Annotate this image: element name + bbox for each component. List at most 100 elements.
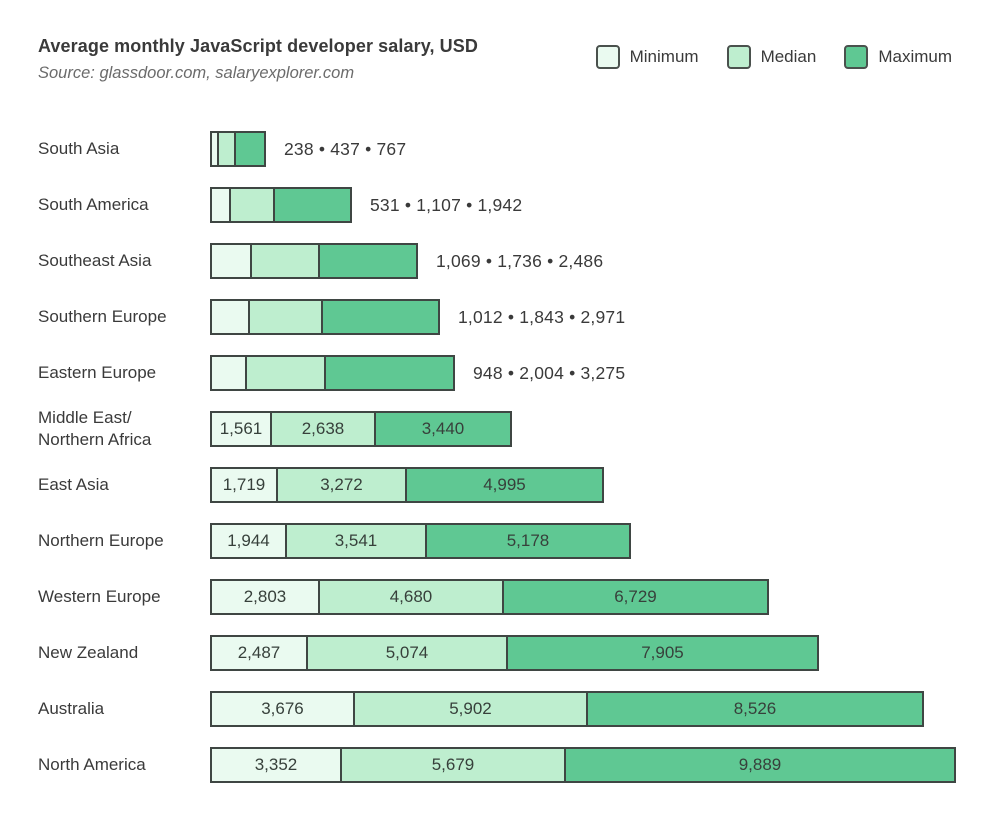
chart-row: North America 3,352 5,679 9,889 (38, 747, 956, 783)
segment-value: 2,638 (301, 419, 345, 438)
category-label: Northern Europe (38, 530, 164, 550)
legend-swatch-median (726, 45, 751, 69)
bar-segment-maximum: 9,889 (566, 747, 956, 783)
segment-value: 2,803 (243, 587, 287, 606)
bar-segment-minimum (210, 299, 250, 335)
bar-segment-maximum (236, 131, 266, 167)
chart-row: Western Europe 2,803 4,680 6,729 (38, 579, 952, 615)
chart-header: Average monthly JavaScript developer sal… (38, 36, 952, 83)
legend-label-minimum: Minimum (629, 47, 699, 66)
category-label: East Asia (38, 474, 109, 494)
chart-row: Eastern Europe 948 • 2,004 • 3,275 (38, 355, 952, 391)
category-label: South Asia (38, 138, 120, 158)
outside-values: 238 • 437 • 767 (284, 138, 407, 159)
segment-value: 9,889 (738, 755, 782, 774)
bar-segment-median: 5,679 (342, 747, 566, 783)
bar: 3,352 5,679 9,889 (210, 747, 956, 783)
bar-segment-minimum (210, 131, 219, 167)
bar (210, 299, 440, 335)
chart-rows: South Asia 238 • 437 • 767 South America 53… (38, 131, 956, 783)
segment-value: 8,526 (733, 699, 777, 718)
legend-label-maximum: Maximum (878, 47, 952, 66)
bar-segment-median (231, 187, 275, 223)
legend-label-median: Median (760, 47, 817, 66)
legend-swatch-maximum (844, 45, 869, 69)
segment-value: 5,074 (385, 643, 429, 662)
bar-segment-maximum (323, 299, 440, 335)
bar-segment-median (247, 355, 326, 391)
title-block: Average monthly JavaScript developer sal… (38, 36, 478, 83)
bar-segment-maximum (326, 355, 455, 391)
outside-values: 531 • 1,107 • 1,942 (370, 194, 523, 215)
bar (210, 131, 266, 167)
bar (210, 355, 455, 391)
category-label: Southern Europe (38, 306, 167, 326)
segment-value: 4,995 (483, 475, 526, 494)
chart-row: Northern Europe 1,944 3,541 5,178 (38, 523, 952, 559)
category-label: Eastern Europe (38, 362, 157, 382)
category-label: South America (38, 194, 149, 214)
bar-segment-minimum (210, 187, 231, 223)
bar-segment-median (250, 299, 323, 335)
bar (210, 187, 352, 223)
legend: Minimum Median Maximum (595, 45, 952, 69)
bar: 2,803 4,680 6,729 (210, 579, 769, 615)
legend-item-minimum: Minimum (595, 45, 699, 69)
segment-value: 5,902 (449, 699, 492, 718)
bar-segment-median (252, 243, 320, 279)
bar (210, 243, 418, 279)
bar-segment-maximum: 6,729 (504, 579, 769, 615)
bar-segment-minimum: 1,719 (210, 467, 278, 503)
chart-row: Middle East/ Northern Africa 1,561 2,638 3,… (38, 408, 952, 449)
segment-value: 3,272 (320, 475, 363, 494)
segment-value: 5,178 (506, 531, 550, 550)
bar-segment-median: 4,680 (320, 579, 504, 615)
bar-segment-minimum: 2,487 (210, 635, 308, 671)
bar-segment-minimum: 3,676 (210, 691, 355, 727)
bar-segment-maximum: 8,526 (588, 691, 924, 727)
category-label: Southeast Asia (38, 250, 152, 270)
category-label: Australia (38, 698, 105, 718)
segment-value: 1,944 (227, 531, 270, 550)
legend-item-maximum: Maximum (844, 45, 952, 69)
bar-segment-minimum: 3,352 (210, 747, 342, 783)
bar-segment-maximum (275, 187, 352, 223)
bar-segment-median: 2,638 (272, 411, 376, 447)
segment-value: 3,352 (254, 755, 298, 774)
segment-value: 4,680 (389, 587, 433, 606)
bar: 1,561 2,638 3,440 (210, 411, 512, 447)
segment-value: 1,719 (222, 475, 266, 494)
chart-row: South Asia 238 • 437 • 767 (38, 131, 952, 167)
chart-row: East Asia 1,719 3,272 4,995 (38, 467, 952, 503)
outside-values: 948 • 2,004 • 3,275 (473, 362, 626, 383)
category-label: New Zealand (38, 642, 139, 662)
bar-segment-median: 3,541 (287, 523, 427, 559)
bar-segment-median (219, 131, 236, 167)
bar-segment-median: 5,074 (308, 635, 508, 671)
bar-segment-maximum (320, 243, 418, 279)
legend-item-median: Median (726, 45, 817, 69)
bar: 2,487 5,074 7,905 (210, 635, 819, 671)
bar-segment-maximum: 3,440 (376, 411, 512, 447)
bar-segment-maximum: 7,905 (508, 635, 819, 671)
segment-value: 5,679 (431, 755, 475, 774)
bar-segment-minimum: 1,561 (210, 411, 272, 447)
bar-segment-maximum: 5,178 (427, 523, 631, 559)
chart-row: South America 531 • 1,107 • 1,942 (38, 187, 952, 223)
chart-row: Australia 3,676 5,902 8,526 (38, 691, 952, 727)
chart-row: Southern Europe 1,012 • 1,843 • 2,971 (38, 299, 952, 335)
outside-values: 1,012 • 1,843 • 2,971 (458, 306, 626, 327)
bar: 1,944 3,541 5,178 (210, 523, 631, 559)
bar-segment-minimum (210, 243, 252, 279)
chart-title: Average monthly JavaScript developer sal… (38, 36, 478, 56)
segment-value: 3,541 (334, 531, 378, 550)
bar-segment-minimum: 2,803 (210, 579, 320, 615)
chart-source: Source: glassdoor.com, salaryexplorer.co… (38, 64, 355, 82)
segment-value: 3,676 (261, 699, 304, 718)
category-label: North America (38, 754, 146, 774)
segment-value: 7,905 (641, 643, 684, 662)
bar-segment-minimum: 1,944 (210, 523, 287, 559)
category-label: Middle East/ Northern Africa (38, 407, 152, 449)
bar: 3,676 5,902 8,526 (210, 691, 924, 727)
